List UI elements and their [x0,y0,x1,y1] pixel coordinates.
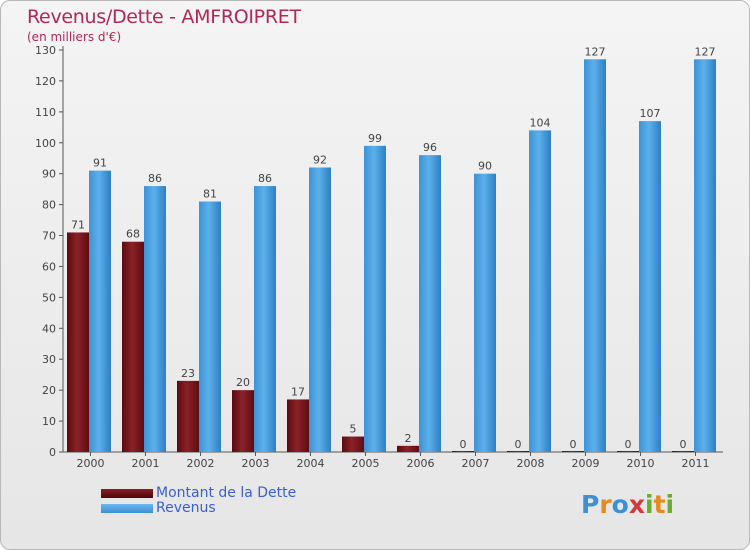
bar-dette [287,399,309,452]
bar-revenus [254,186,276,453]
bar-revenus [199,201,221,452]
y-tick-label: 110 [35,106,56,119]
data-label-dette: 2 [405,432,412,445]
bar-revenus [474,173,496,452]
data-label-dette: 17 [291,385,305,398]
bar-revenus [89,170,111,452]
bar-dette [397,445,419,452]
y-tick-label: 50 [42,291,56,304]
bar-revenus [364,145,386,452]
data-label-revenus: 86 [258,172,272,185]
data-label-dette: 0 [680,438,687,451]
data-label-dette: 0 [570,438,577,451]
data-label-dette: 68 [126,228,140,241]
bar-revenus [144,186,166,453]
x-tick-label: 2000 [77,457,105,470]
legend-swatch-revenus [101,504,153,513]
legend-label-dette: Montant de la Dette [156,485,297,501]
x-tick-label: 2005 [352,457,380,470]
data-label-revenus: 86 [148,172,162,185]
x-tick-label: 2006 [407,457,435,470]
bar-dette [672,451,694,452]
proxiti-logo: Proxiti [581,490,675,519]
data-label-dette: 0 [515,438,522,451]
y-tick-label: 120 [35,75,56,88]
data-label-revenus: 81 [203,188,217,201]
chart-subtitle: (en milliers d'€) [27,30,122,44]
data-label-revenus: 99 [368,132,382,145]
chart-labels: 71 91 68 86 23 81 20 86 17 92 5 99 2 96 0 90 0 104 0 127 0 10… [71,45,716,451]
y-tick-label: 10 [42,415,56,428]
data-label-revenus: 96 [423,141,437,154]
data-label-revenus: 92 [313,154,327,167]
legend-swatch-dette [101,489,153,498]
x-tick-label: 2002 [187,457,215,470]
bar-dette [617,451,639,452]
x-tick-label: 2001 [132,457,160,470]
chart-title: Revenus/Dette - AMFROIPRET [27,6,301,28]
bar-dette [177,380,199,452]
data-label-dette: 71 [71,218,85,231]
data-label-revenus: 90 [478,160,492,173]
bar-revenus [419,155,441,452]
bar-revenus [309,167,331,452]
x-tick-label: 2010 [627,457,655,470]
x-tick-label: 2007 [462,457,490,470]
data-label-revenus: 127 [695,45,716,58]
legend-label-revenus: Revenus [156,500,216,516]
data-label-revenus: 127 [585,45,606,58]
bar-dette [507,451,529,452]
y-tick-label: 80 [42,199,56,212]
bar-dette [342,436,364,452]
y-tick-label: 40 [42,322,56,335]
y-tick-label: 0 [49,446,56,459]
x-tick-label: 2004 [297,457,325,470]
bar-dette [562,451,584,452]
data-label-revenus: 91 [93,157,107,170]
data-label-dette: 23 [181,367,195,380]
bar-revenus [694,59,716,453]
y-tick-label: 130 [35,44,56,57]
data-label-revenus: 104 [530,116,551,129]
bar-revenus [584,59,606,453]
y-tick-label: 70 [42,230,56,243]
y-tick-label: 90 [42,168,56,181]
bar-dette [122,241,144,452]
chart-bars [67,59,716,453]
bar-revenus [639,121,661,452]
y-tick-label: 20 [42,384,56,397]
data-label-dette: 20 [236,376,250,389]
x-tick-label: 2011 [682,457,710,470]
bar-dette [452,451,474,452]
bar-dette [67,232,89,452]
bar-revenus [529,130,551,452]
data-label-dette: 5 [350,423,357,436]
y-tick-label: 100 [35,137,56,150]
data-label-dette: 0 [460,438,467,451]
y-tick-label: 30 [42,353,56,366]
data-label-dette: 0 [625,438,632,451]
x-tick-label: 2008 [517,457,545,470]
data-label-revenus: 107 [640,107,661,120]
x-tick-label: 2003 [242,457,270,470]
y-tick-label: 60 [42,260,56,273]
x-tick-label: 2009 [572,457,600,470]
bar-dette [232,390,254,452]
